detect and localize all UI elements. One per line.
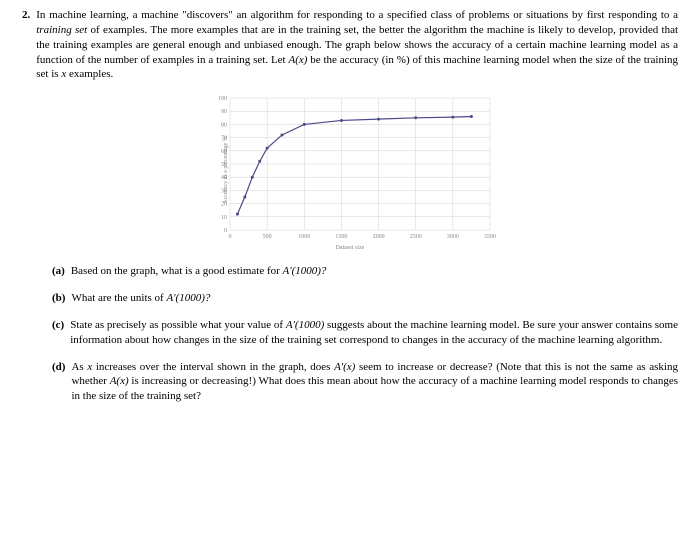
text-p4: A(x) [288,54,307,66]
text-p2: training set [36,24,87,36]
subpart-c-text: State as precisely as possible what your… [70,318,678,348]
chart-data-line [236,115,473,216]
svg-text:1000: 1000 [298,234,310,240]
a-t2: A'(1000)? [283,265,327,277]
chart-grid [230,98,490,230]
svg-text:2500: 2500 [410,234,422,240]
subpart-d-label: (d) [52,360,65,405]
svg-text:1500: 1500 [335,234,347,240]
subpart-d-text: As x increases over the interval shown i… [71,360,678,405]
y-axis-label: Accuracy as a percentage % [222,136,230,204]
text-p1: In machine learning, a machine "discover… [36,9,678,21]
subpart-a: (a) Based on the graph, what is a good e… [52,264,678,279]
d-t6: A(x) [110,375,129,387]
a-t1: Based on the graph, what is a good estim… [71,265,283,277]
subpart-c-label: (c) [52,318,64,348]
chart-svg: 0102030405060708090100 05001000150020002… [200,90,500,250]
d-t1: As [71,361,87,373]
c-t2: A'(1000) [286,319,324,331]
b-t2: A'(1000)? [166,292,210,304]
subpart-b-text: What are the units of A'(1000)? [71,291,210,306]
chart-xticks: 0 500 1000 1500 2000 2500 3000 3500 [229,234,497,240]
svg-text:3500: 3500 [484,234,496,240]
subpart-d: (d) As x increases over the interval sho… [52,360,678,405]
svg-text:3000: 3000 [447,234,459,240]
subpart-b: (b) What are the units of A'(1000)? [52,291,678,306]
problem-number: 2. [22,8,30,82]
accuracy-chart: Accuracy as a percentage % 0102030405060… [200,90,500,250]
svg-text:80: 80 [221,123,227,129]
d-t4: A'(x) [334,361,355,373]
svg-text:100: 100 [218,96,227,102]
c-t1: State as precisely as possible what your… [70,319,286,331]
x-axis-label: Dataset size [336,244,365,252]
svg-text:2000: 2000 [373,234,385,240]
svg-text:90: 90 [221,109,227,115]
subpart-a-label: (a) [52,264,65,279]
text-p7: examples. [66,68,113,80]
svg-text:0: 0 [229,234,232,240]
d-t7: is increasing or decreasing!) What does … [71,375,678,402]
svg-text:10: 10 [221,215,227,221]
problem-header: 2. In machine learning, a machine "disco… [22,8,678,82]
problem-statement: In machine learning, a machine "discover… [36,8,678,82]
d-t3: increases over the interval shown in the… [92,361,334,373]
b-t1: What are the units of [71,292,166,304]
subpart-c: (c) State as precisely as possible what … [52,318,678,348]
subpart-a-text: Based on the graph, what is a good estim… [71,264,327,279]
subparts-list: (a) Based on the graph, what is a good e… [22,264,678,404]
svg-text:0: 0 [224,228,227,234]
subpart-b-label: (b) [52,291,65,306]
svg-text:500: 500 [263,234,272,240]
